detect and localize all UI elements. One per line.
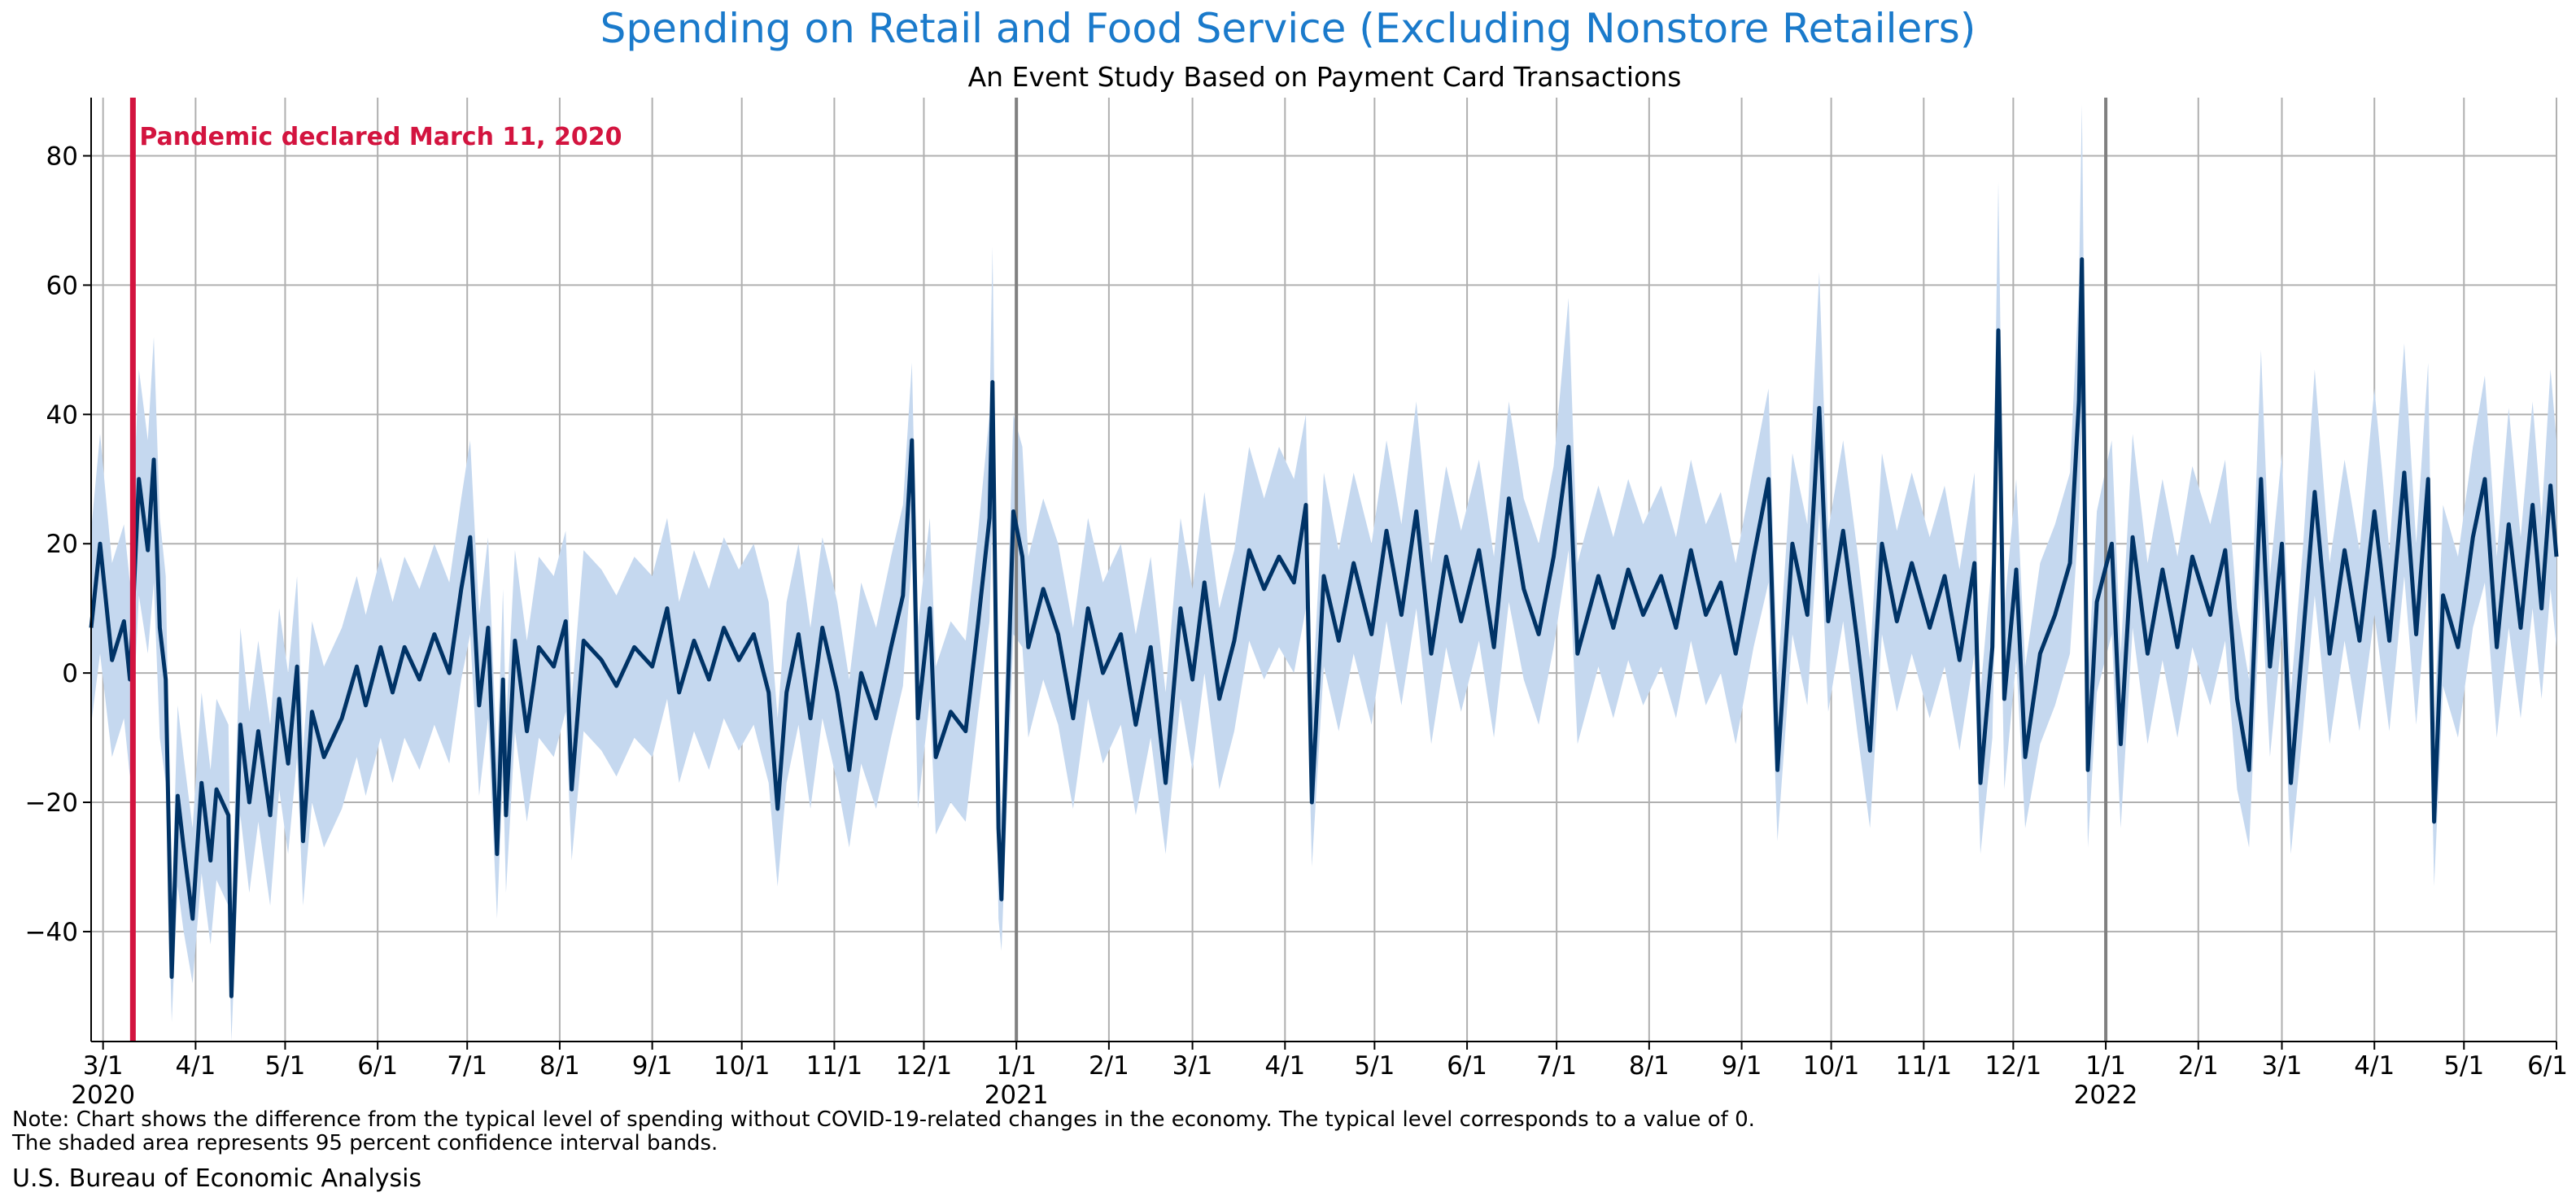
x-tick-label: 10/1 (714, 1051, 771, 1081)
x-tick-label: 4/1 (2354, 1051, 2395, 1081)
x-tick-label: 2/1 (1089, 1051, 1129, 1081)
x-tick-label: 11/1 (1896, 1051, 1953, 1081)
x-tick-label: 3/1 (83, 1051, 124, 1081)
x-tick-label: 5/1 (1354, 1051, 1395, 1081)
x-tick-year-label: 2021 (985, 1081, 1049, 1110)
chart-title: Spending on Retail and Food Service (Exc… (600, 5, 1976, 52)
x-tick-label: 6/1 (1447, 1051, 1487, 1081)
footer-source: U.S. Bureau of Economic Analysis (12, 1164, 421, 1193)
y-tick-labels: −40 −20 0 20 40 60 80 (25, 142, 91, 947)
x-tick-label: 6/1 (2527, 1051, 2568, 1081)
y-tick-label: 40 (46, 400, 78, 430)
x-tick-year-label: 2022 (2074, 1081, 2138, 1110)
confidence-band (91, 103, 2556, 1042)
y-tick-label: 80 (46, 142, 78, 172)
axes (90, 98, 2556, 1042)
x-tick-label: 10/1 (1803, 1051, 1860, 1081)
x-tick-label: 11/1 (806, 1051, 863, 1081)
x-tick-label: 7/1 (1536, 1051, 1577, 1081)
x-tick-label: 8/1 (1629, 1051, 1670, 1081)
x-tick-label: 5/1 (2443, 1051, 2484, 1081)
x-tick-label: 5/1 (264, 1051, 305, 1081)
footer-note-line2: The shaded area represents 95 percent co… (11, 1131, 718, 1155)
x-tick-label: 1/1 (996, 1051, 1037, 1081)
y-tick-label: −40 (25, 918, 78, 947)
series-line (89, 257, 2559, 998)
x-tick-label: 12/1 (1985, 1051, 2042, 1081)
x-tick-label: 3/1 (1172, 1051, 1213, 1081)
x-tick-label: 4/1 (1264, 1051, 1305, 1081)
event-marker-label: Pandemic declared March 11, 2020 (139, 123, 622, 151)
x-tick-label: 1/1 (2085, 1051, 2126, 1081)
y-tick-label: 20 (46, 530, 78, 559)
x-tick-label: 9/1 (1722, 1051, 1762, 1081)
x-tick-label: 7/1 (447, 1051, 487, 1081)
x-tick-label: 6/1 (357, 1051, 398, 1081)
y-tick-label: 0 (62, 659, 78, 688)
x-tick-label: 8/1 (539, 1051, 580, 1081)
chart-subtitle: An Event Study Based on Payment Card Tra… (968, 61, 1682, 93)
x-tick-label: 3/1 (2262, 1051, 2303, 1081)
y-tick-label: −20 (25, 788, 78, 818)
x-tick-label: 2/1 (2178, 1051, 2219, 1081)
x-tick-label: 12/1 (896, 1051, 953, 1081)
footer-note-line1: Note: Chart shows the difference from th… (12, 1107, 1755, 1132)
x-tick-label: 9/1 (632, 1051, 673, 1081)
x-tick-label: 4/1 (175, 1051, 216, 1081)
y-tick-label: 60 (46, 271, 78, 300)
event-marker: Pandemic declared March 11, 2020 (129, 98, 622, 1042)
x-tick-year-label: 2020 (71, 1081, 135, 1110)
